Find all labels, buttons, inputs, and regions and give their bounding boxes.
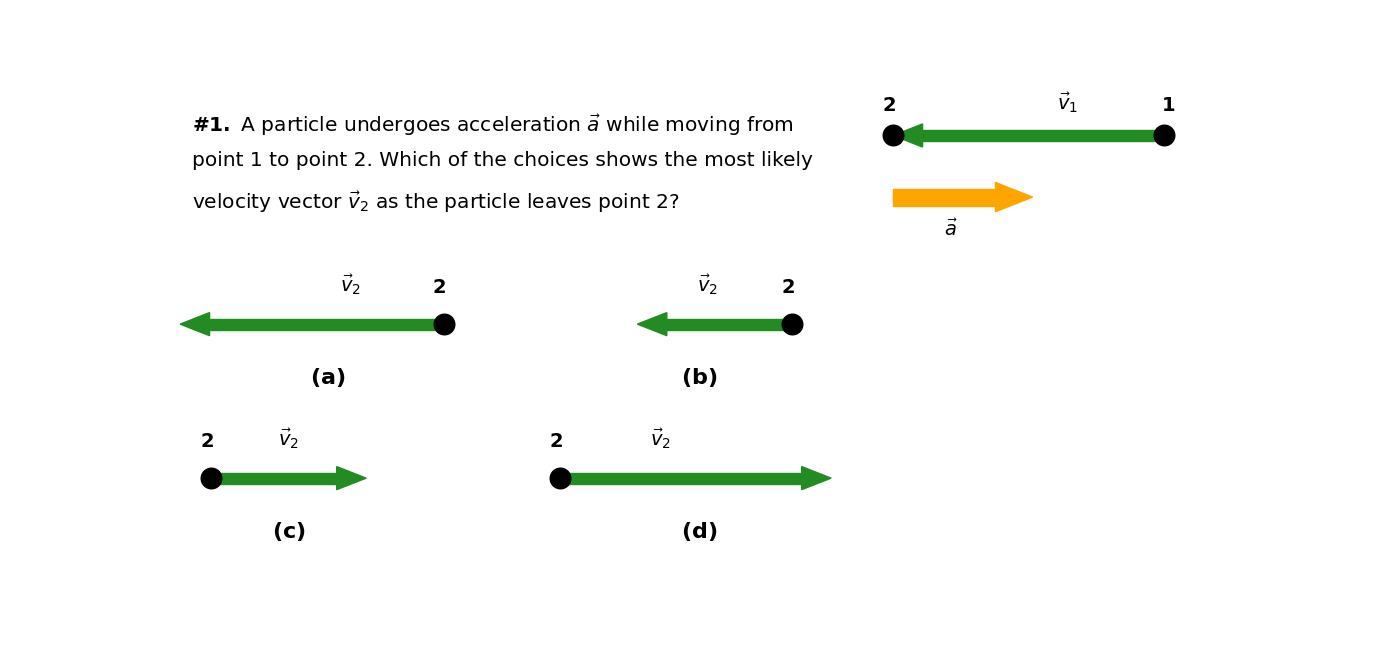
Polygon shape — [801, 467, 832, 490]
Text: 1: 1 — [1161, 95, 1175, 115]
Bar — [560, 473, 801, 484]
Polygon shape — [894, 124, 923, 147]
Text: $\mathbf{(a)}$: $\mathbf{(a)}$ — [310, 366, 345, 390]
Text: 2: 2 — [782, 278, 796, 297]
Bar — [923, 130, 1164, 141]
Point — [549, 473, 571, 484]
Text: 2: 2 — [549, 432, 563, 451]
Text: $\vec{v}_2$: $\vec{v}_2$ — [279, 427, 299, 451]
Point — [1153, 130, 1175, 141]
Point — [782, 319, 804, 329]
Text: $\vec{v}_1$: $\vec{v}_1$ — [1056, 90, 1078, 115]
Text: $\mathbf{(b)}$: $\mathbf{(b)}$ — [681, 366, 717, 390]
Text: $\mathbf{(d)}$: $\mathbf{(d)}$ — [681, 520, 717, 544]
Text: velocity vector $\vec{v}_2$ as the particle leaves point 2?: velocity vector $\vec{v}_2$ as the parti… — [192, 189, 680, 215]
Point — [883, 130, 905, 141]
Bar — [211, 473, 336, 484]
Point — [433, 319, 455, 329]
Bar — [667, 319, 793, 329]
Text: $\mathbf{\#1.}$ A particle undergoes acceleration $\vec{a}$ while moving from: $\mathbf{\#1.}$ A particle undergoes acc… — [192, 112, 794, 138]
Text: $\mathbf{(c)}$: $\mathbf{(c)}$ — [272, 520, 305, 544]
Polygon shape — [637, 313, 667, 336]
Text: 2: 2 — [200, 432, 214, 451]
Polygon shape — [336, 467, 367, 490]
Point — [200, 473, 222, 484]
Text: point 1 to point 2. Which of the choices shows the most likely: point 1 to point 2. Which of the choices… — [192, 151, 812, 170]
Text: $\vec{v}_2$: $\vec{v}_2$ — [650, 427, 672, 451]
Text: $\vec{v}_2$: $\vec{v}_2$ — [696, 273, 717, 297]
Text: $\vec{v}_2$: $\vec{v}_2$ — [341, 273, 361, 297]
Polygon shape — [181, 313, 210, 336]
Bar — [210, 319, 444, 329]
Text: 2: 2 — [883, 95, 896, 115]
Bar — [894, 189, 996, 205]
Text: $\vec{a}$: $\vec{a}$ — [945, 219, 958, 240]
Polygon shape — [996, 183, 1033, 211]
Text: 2: 2 — [433, 278, 447, 297]
